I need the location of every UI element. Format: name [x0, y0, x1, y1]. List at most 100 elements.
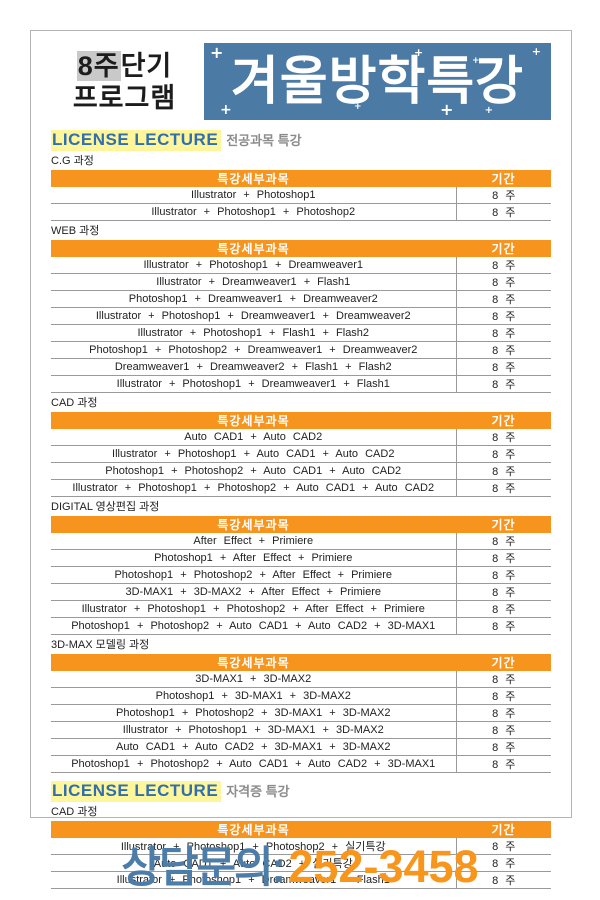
subject-cell: Illustrator + Photoshop1 + Dreamweaver1 …	[51, 307, 457, 325]
table-row: Illustrator + Photoshop1 8 주	[51, 187, 551, 204]
subject-cell: Photoshop1 + Photoshop2 + Dreamweaver1 +…	[51, 341, 457, 359]
table-row: Photoshop1 + 3D-MAX1 + 3D-MAX2 8 주	[51, 687, 551, 705]
table-row: Illustrator + Photoshop1 + Photoshop2 + …	[51, 600, 551, 618]
sparkle-icon: +	[300, 54, 309, 65]
program-badge: 8주단기 프로그램	[51, 43, 198, 120]
table-row: Photoshop1 + Photoshop2 + Auto CAD1 + Au…	[51, 617, 551, 635]
course-name: CAD 과정	[51, 806, 98, 818]
duration-cell: 8 주	[456, 671, 551, 688]
course-name: 3D-MAX 모델링 과정	[51, 639, 150, 651]
sparkle-icon: +	[354, 102, 362, 112]
duration-cell: 8 주	[456, 583, 551, 601]
header-row: 특강세부과목 기간	[51, 240, 551, 257]
subject-cell: Illustrator + Photoshop1 + Dreamweaver1	[51, 257, 457, 274]
duration-cell: 8 주	[456, 533, 551, 550]
duration-cell: 8 주	[456, 273, 551, 291]
course-table-body: Illustrator + Photoshop1 + Dreamweaver1 8…	[51, 257, 551, 393]
contact-label: 상담문의:	[121, 844, 286, 892]
subject-cell: Auto CAD1 + Auto CAD2	[51, 429, 457, 446]
column-header-duration: 기간	[456, 821, 551, 838]
subject-cell: Photoshop1 + Photoshop2 + After Effect +…	[51, 566, 457, 584]
subject-cell: Illustrator + Photoshop1 + Photoshop2	[51, 203, 457, 221]
table-row: Photoshop1 + Photoshop2 + Auto CAD1 + Au…	[51, 462, 551, 480]
lecture-section: LICENSE LECTURE 자격증 특강 CAD 과정 특강세부과목 기간 Illus…	[51, 781, 551, 889]
table-row: Photoshop1 + Dreamweaver1 + Dreamweaver2…	[51, 290, 551, 308]
duration-cell: 8 주	[456, 549, 551, 567]
program-badge-line1: 8주단기	[51, 51, 198, 83]
subject-cell: Illustrator + Photoshop1 + Photoshop2 + …	[51, 600, 457, 618]
sparkle-icon: +	[414, 46, 424, 59]
table-row: Photoshop1 + Photoshop2 + Auto CAD1 + Au…	[51, 755, 551, 773]
course-table: 특강세부과목 기간 3D-MAX1 + 3D-MAX2 8 주 Photoshop1 +…	[51, 654, 551, 773]
table-row: Photoshop1 + After Effect + Primiere 8 주	[51, 549, 551, 567]
program-line1-rest: 단기	[120, 51, 173, 81]
table-row: Illustrator + Photoshop1 + Photoshop2 + …	[51, 838, 551, 855]
header-row: 특강세부과목 기간	[51, 821, 551, 838]
duration-cell: 8 주	[456, 600, 551, 618]
subject-cell: Photoshop1 + Photoshop2 + Auto CAD1 + Au…	[51, 617, 457, 635]
table-row: Auto CAD1 + Auto CAD2 8 주	[51, 429, 551, 446]
column-header-duration: 기간	[456, 412, 551, 429]
subject-cell: Auto CAD1 + Auto CAD2 + 3D-MAX1 + 3D-MAX…	[51, 738, 457, 756]
table-row: Auto CAD1 + Auto CAD2 + 실기특강 8 주	[51, 854, 551, 872]
duration-cell: 8 주	[456, 375, 551, 393]
subject-cell: Photoshop1 + Photoshop2 + Auto CAD1 + Au…	[51, 755, 457, 773]
table-row: Illustrator + Photoshop1 + Photoshop2 8 주	[51, 203, 551, 221]
course-table-head: 특강세부과목 기간	[51, 170, 551, 187]
course-name: C.G 과정	[51, 155, 94, 167]
sparkle-icon: +	[220, 102, 232, 118]
duration-cell: 8 주	[456, 257, 551, 274]
table-row: Illustrator + Photoshop1 + Photoshop2 + …	[51, 479, 551, 497]
subject-cell: Photoshop1 + Photoshop2 + 3D-MAX1 + 3D-M…	[51, 704, 457, 722]
subject-cell: Auto CAD1 + Auto CAD2 + 실기특강	[51, 854, 457, 872]
table-row: After Effect + Primiere 8 주	[51, 533, 551, 550]
duration-cell: 8 주	[456, 341, 551, 359]
duration-cell: 8 주	[456, 358, 551, 376]
course-table: 특강세부과목 기간 Illustrator + Photoshop1 + Dream…	[51, 240, 551, 393]
table-row: 3D-MAX1 + 3D-MAX2 8 주	[51, 671, 551, 688]
course-table-body: 3D-MAX1 + 3D-MAX2 8 주 Photoshop1 + 3D-MAX1…	[51, 671, 551, 773]
table-row: Illustrator + Photoshop1 + 3D-MAX1 + 3D-…	[51, 721, 551, 739]
header-row: 특강세부과목 기간	[51, 170, 551, 187]
section-header: LICENSE LECTURE 전공과목 특강	[51, 130, 551, 151]
duration-cell: 8 주	[456, 704, 551, 722]
column-header-duration: 기간	[456, 170, 551, 187]
duration-cell: 8 주	[456, 462, 551, 480]
course-table: 특강세부과목 기간 Illustrator + Photoshop1 + Photo…	[51, 821, 551, 889]
banner-title: 겨울방학특강	[230, 52, 525, 111]
duration-cell: 8 주	[456, 324, 551, 342]
subject-cell: Illustrator + Photoshop1 + Auto CAD1 + A…	[51, 445, 457, 463]
duration-cell: 8 주	[456, 755, 551, 773]
duration-cell: 8 주	[456, 871, 551, 889]
section-title: LICENSE LECTURE	[51, 781, 222, 802]
subject-cell: Photoshop1 + Dreamweaver1 + Dreamweaver2	[51, 290, 457, 308]
duration-cell: 8 주	[456, 838, 551, 855]
duration-cell: 8 주	[456, 187, 551, 204]
section-title: LICENSE LECTURE	[51, 130, 222, 151]
subject-cell: Photoshop1 + Photoshop2 + Auto CAD1 + Au…	[51, 462, 457, 480]
title-banner: + + + + + + + + + 겨울방학특강	[204, 43, 551, 120]
duration-cell: 8 주	[456, 566, 551, 584]
table-row: Illustrator + Dreamweaver1 + Flash1 8 주	[51, 273, 551, 291]
subject-cell: Illustrator + Photoshop1	[51, 187, 457, 204]
section-subtitle: 전공과목 특강	[226, 133, 302, 148]
subject-cell: Illustrator + Photoshop1 + 3D-MAX1 + 3D-…	[51, 721, 457, 739]
column-header-subject: 특강세부과목	[51, 654, 456, 671]
table-row: Illustrator + Photoshop1 + Dreamweaver1 …	[51, 307, 551, 325]
flyer-frame: 8주단기 프로그램 + + + + + + + + + 겨울방학특강 LICEN…	[30, 30, 572, 889]
course-table-body: Auto CAD1 + Auto CAD2 8 주 Illustrator + Ph…	[51, 429, 551, 497]
program-badge-line2: 프로그램	[72, 82, 177, 113]
duration-cell: 8 주	[456, 738, 551, 756]
duration-cell: 8 주	[456, 290, 551, 308]
column-header-subject: 특강세부과목	[51, 516, 456, 533]
course-table-head: 특강세부과목 기간	[51, 240, 551, 257]
table-row: Photoshop1 + Photoshop2 + Dreamweaver1 +…	[51, 341, 551, 359]
subject-cell: Photoshop1 + After Effect + Primiere	[51, 549, 457, 567]
subject-cell: Dreamweaver1 + Dreamweaver2 + Flash1 + F…	[51, 358, 457, 376]
duration-cell: 8 주	[456, 687, 551, 705]
course-table-head: 특강세부과목 기간	[51, 516, 551, 533]
course-table-body: Illustrator + Photoshop1 + Photoshop2 + …	[51, 838, 551, 889]
subject-cell: Illustrator + Photoshop1 + Dreamweaver1 …	[51, 871, 457, 889]
column-header-subject: 특강세부과목	[51, 170, 456, 187]
duration-cell: 8 주	[456, 429, 551, 446]
